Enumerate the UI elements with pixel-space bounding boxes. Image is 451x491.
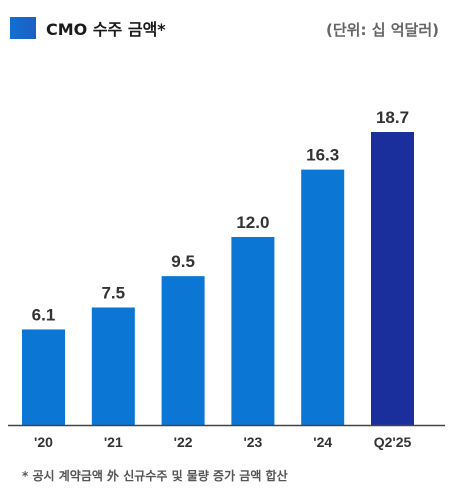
value-label-0: 6.1 xyxy=(32,305,56,324)
x-tick-label-4: '24 xyxy=(313,434,332,450)
footnote: * 공시 계약금액 外 신규수주 및 물량 증가 금액 합산 xyxy=(22,469,288,483)
x-tick-label-1: '21 xyxy=(104,434,123,450)
x-tick-label-0: '20 xyxy=(34,434,53,450)
bar-5 xyxy=(371,132,414,425)
bar-0 xyxy=(22,329,65,425)
bar-4 xyxy=(301,169,345,425)
value-label-2: 9.5 xyxy=(171,252,195,271)
legend-label: CMO 수주 금액* xyxy=(46,20,166,39)
x-tick-label-3: '23 xyxy=(243,434,262,450)
value-label-5: 18.7 xyxy=(376,108,409,127)
bar-1 xyxy=(91,307,135,425)
value-label-4: 16.3 xyxy=(306,146,339,165)
x-tick-label-5: Q2'25 xyxy=(374,434,412,450)
legend-swatch xyxy=(10,17,36,39)
unit-label: (단위: 십 억달러) xyxy=(326,21,439,39)
value-label-1: 7.5 xyxy=(101,283,125,302)
bar-2 xyxy=(161,276,205,425)
bar-3 xyxy=(231,236,275,425)
value-label-3: 12.0 xyxy=(236,213,269,232)
legend: CMO 수주 금액* xyxy=(10,16,166,40)
x-tick-label-2: '22 xyxy=(174,434,193,450)
